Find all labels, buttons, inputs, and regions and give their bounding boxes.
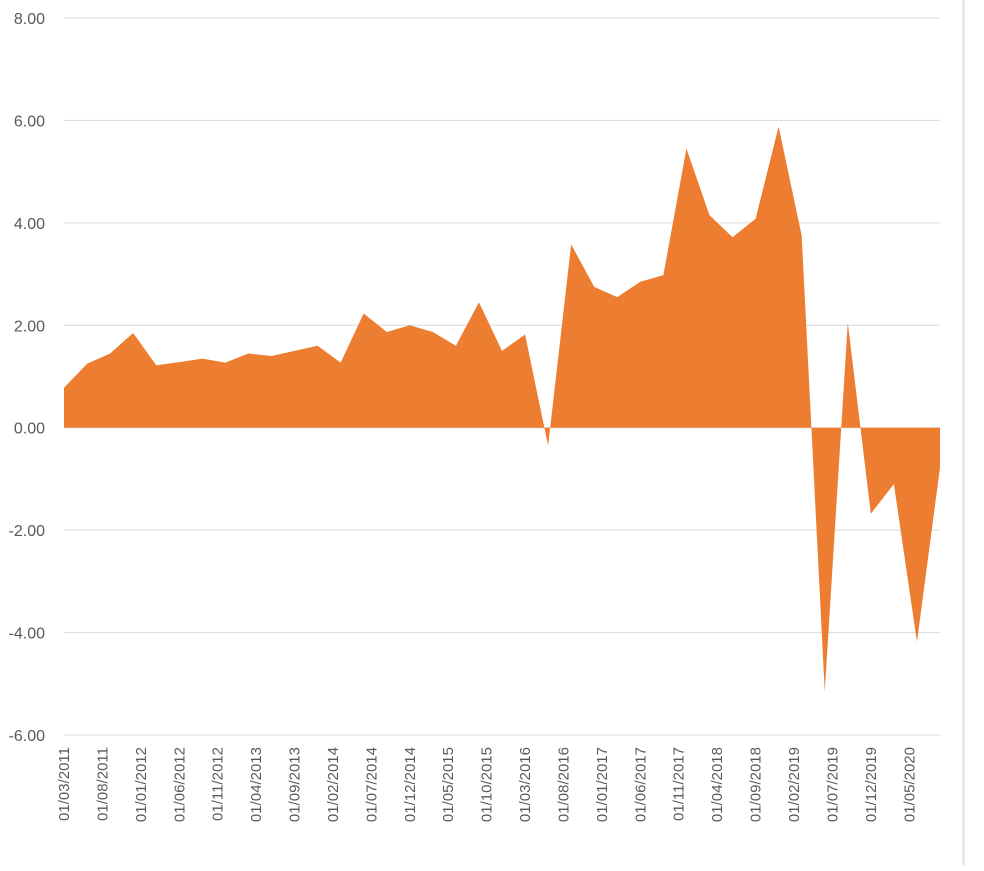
x-tick-label: 01/11/2012 [210, 747, 227, 821]
x-axis-tick-labels: 01/03/2011 01/08/2011 01/01/2012 01/06/2012… [56, 747, 918, 822]
x-tick-label: 01/04/2018 [709, 747, 726, 822]
x-tick-label: 01/06/2017 [632, 747, 649, 822]
y-axis-tick-labels: 8.00 6.00 4.00 2.00 0.00 -2.00 -4.00 -6.00 [9, 11, 46, 745]
y-tick-label: 8.00 [14, 11, 45, 28]
x-tick-label: 01/06/2012 [171, 747, 188, 822]
x-tick-label: 01/09/2013 [287, 747, 304, 822]
x-tick-label: 01/01/2012 [133, 747, 150, 822]
x-tick-label: 01/07/2019 [824, 747, 841, 822]
x-tick-label: 01/03/2011 [56, 747, 73, 821]
y-tick-label: 0.00 [14, 421, 45, 438]
x-tick-label: 01/09/2018 [748, 747, 765, 822]
x-tick-label: 01/01/2017 [594, 747, 611, 822]
x-tick-label: 01/12/2019 [863, 747, 880, 822]
area-fill [64, 126, 940, 692]
x-tick-label: 01/11/2017 [671, 747, 688, 821]
y-tick-label: -4.00 [9, 626, 46, 643]
y-tick-label: 6.00 [14, 113, 45, 130]
y-tick-label: -6.00 [9, 728, 46, 745]
y-tick-label: 4.00 [14, 216, 45, 233]
x-tick-label: 01/03/2016 [517, 747, 534, 822]
x-tick-label: 01/08/2016 [555, 747, 572, 822]
x-tick-label: 01/02/2014 [325, 747, 342, 822]
x-tick-label: 01/02/2019 [786, 747, 803, 822]
y-tick-label: -2.00 [9, 523, 46, 540]
x-tick-label: 01/10/2015 [479, 747, 496, 822]
x-tick-label: 01/05/2020 [901, 747, 918, 822]
y-tick-label: 2.00 [14, 318, 45, 335]
x-tick-label: 01/08/2011 [94, 747, 111, 821]
x-tick-label: 01/05/2015 [440, 747, 457, 822]
x-tick-label: 01/04/2013 [248, 747, 265, 822]
area-series [64, 126, 940, 692]
panel-edge [962, 0, 965, 866]
x-tick-label: 01/12/2014 [402, 747, 419, 822]
x-tick-label: 01/07/2014 [363, 747, 380, 822]
